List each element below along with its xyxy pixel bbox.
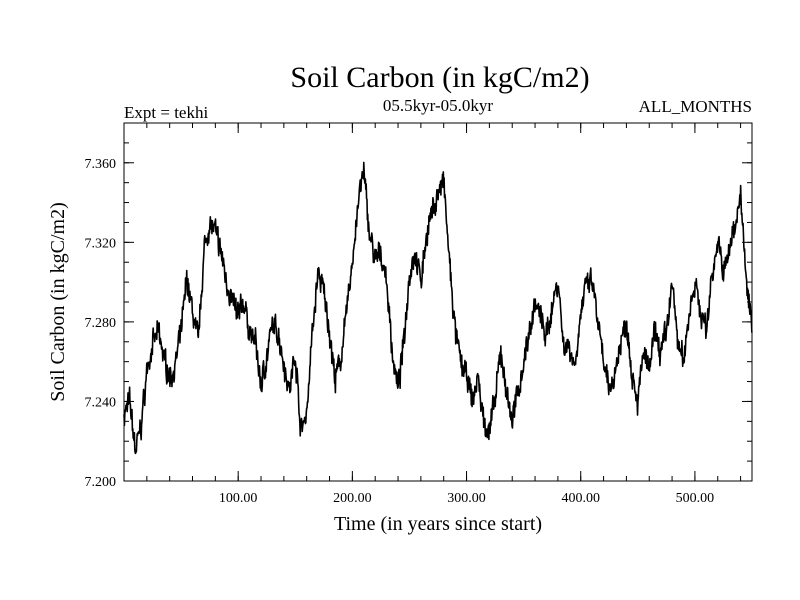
y-tick-label: 7.320 <box>85 236 117 251</box>
experiment-label: Expt = tekhi <box>124 103 208 122</box>
x-axis-label: Time (in years since start) <box>334 513 542 535</box>
x-tick-label: 100.00 <box>219 491 258 506</box>
x-tick-label: 500.00 <box>676 491 715 506</box>
chart-subtitle: 05.5kyr-05.0kyr <box>383 96 493 115</box>
y-tick-label: 7.200 <box>85 475 117 490</box>
y-tick-label: 7.240 <box>85 395 117 410</box>
chart-title: Soil Carbon (in kgC/m2) <box>290 61 589 94</box>
x-tick-label: 300.00 <box>447 491 486 506</box>
x-tick-label: 400.00 <box>561 491 600 506</box>
series-line-soil-carbon <box>123 161 753 455</box>
x-tick-label: 200.00 <box>333 491 372 506</box>
months-label: ALL_MONTHS <box>639 97 752 116</box>
y-axis-label: Soil Carbon (in kgC/m2) <box>47 202 69 401</box>
plot-data <box>123 161 753 455</box>
y-tick-label: 7.360 <box>85 157 117 172</box>
y-tick-label: 7.280 <box>85 316 117 331</box>
plot-frame <box>123 122 753 482</box>
axis-ticks: 100.00 200.00 300.00 400.00 500.00 7.200 7.240… <box>85 123 752 506</box>
